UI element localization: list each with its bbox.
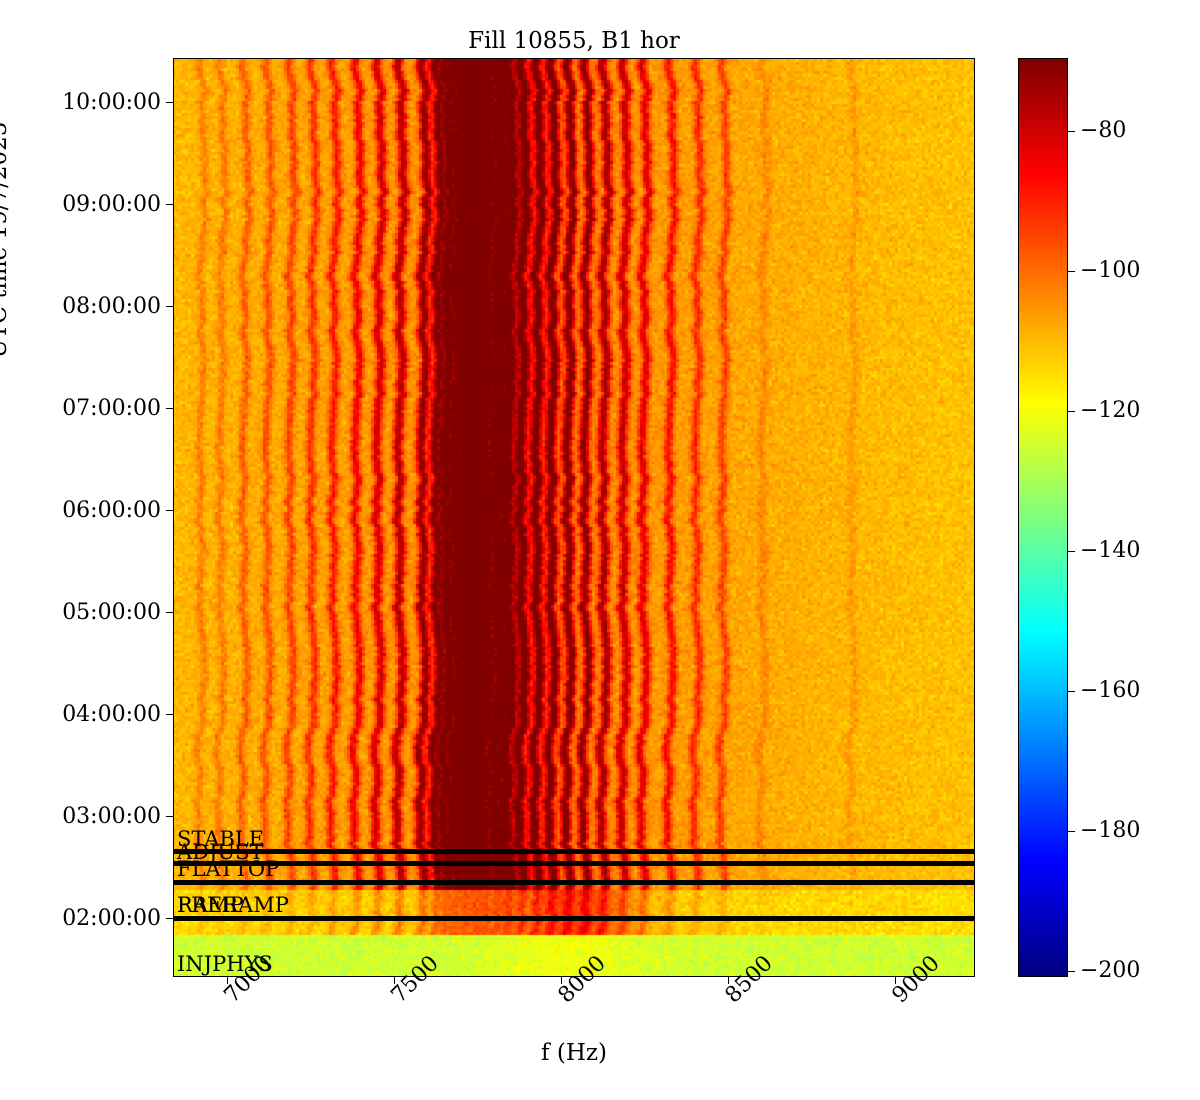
- y-tick-label-1: 09:00:00: [62, 192, 161, 217]
- y-tick-label-8: 02:00:00: [62, 906, 161, 931]
- chart-title: Fill 10855, B1 hor: [468, 28, 680, 54]
- x-tick-mark: [394, 977, 396, 984]
- x-tick-mark: [895, 977, 897, 984]
- y-tick-label-6: 04:00:00: [62, 702, 161, 727]
- colorbar-tick-label-2: −120: [1080, 398, 1141, 423]
- y-tick-mark: [166, 510, 173, 512]
- event-label-stable: STABLE: [177, 827, 265, 851]
- colorbar-tick-mark: [1068, 831, 1075, 833]
- colorbar-tick-label-4: −160: [1080, 678, 1141, 703]
- y-tick-mark: [166, 816, 173, 818]
- event-line-ramp: [174, 916, 974, 921]
- colorbar-tick-mark: [1068, 971, 1075, 973]
- y-tick-label-0: 10:00:00: [62, 90, 161, 115]
- event-line-flattop: [174, 880, 974, 885]
- y-tick-mark: [166, 102, 173, 104]
- event-label-preramp: PRERAMP: [177, 893, 289, 917]
- y-tick-mark: [166, 612, 173, 614]
- y-tick-label-5: 05:00:00: [62, 600, 161, 625]
- event-label-flattop: FLATTOP: [177, 857, 280, 881]
- y-tick-label-3: 07:00:00: [62, 396, 161, 421]
- colorbar-tick-label-3: −140: [1080, 538, 1141, 563]
- x-tick-mark: [561, 977, 563, 984]
- x-axis-label: f (Hz): [541, 1040, 607, 1066]
- y-axis-label: UTC time 19/7/2025: [0, 121, 12, 359]
- x-tick-mark: [227, 977, 229, 984]
- colorbar-tick-mark: [1068, 411, 1075, 413]
- y-tick-mark: [166, 306, 173, 308]
- y-tick-label-7: 03:00:00: [62, 804, 161, 829]
- y-tick-mark: [166, 204, 173, 206]
- colorbar-tick-mark: [1068, 691, 1075, 693]
- event-label-injphys: INJPHYS: [177, 952, 273, 976]
- colorbar[interactable]: [1018, 58, 1068, 977]
- event-line-adjust: [174, 861, 974, 866]
- event-label-adjust: ADJUST: [177, 840, 264, 864]
- event-line-stable: [174, 849, 974, 854]
- spectrogram-plot-area[interactable]: STABLE ADJUST FLATTOP RAMP PRERAMP INJPHYS: [173, 58, 975, 977]
- y-tick-mark: [166, 714, 173, 716]
- colorbar-tick-label-5: −180: [1080, 818, 1141, 843]
- y-tick-mark: [166, 408, 173, 410]
- spectrogram-image: [174, 59, 974, 976]
- colorbar-gradient: [1019, 59, 1067, 976]
- x-tick-mark: [728, 977, 730, 984]
- y-tick-label-4: 06:00:00: [62, 498, 161, 523]
- colorbar-tick-label-1: −100: [1080, 258, 1141, 283]
- colorbar-tick-label-0: −80: [1080, 118, 1127, 143]
- y-tick-label-2: 08:00:00: [62, 294, 161, 319]
- colorbar-tick-label-6: −200: [1080, 958, 1141, 983]
- y-tick-mark: [166, 918, 173, 920]
- colorbar-tick-mark: [1068, 131, 1075, 133]
- colorbar-tick-mark: [1068, 551, 1075, 553]
- colorbar-tick-mark: [1068, 271, 1075, 273]
- event-label-ramp: RAMP: [177, 893, 244, 917]
